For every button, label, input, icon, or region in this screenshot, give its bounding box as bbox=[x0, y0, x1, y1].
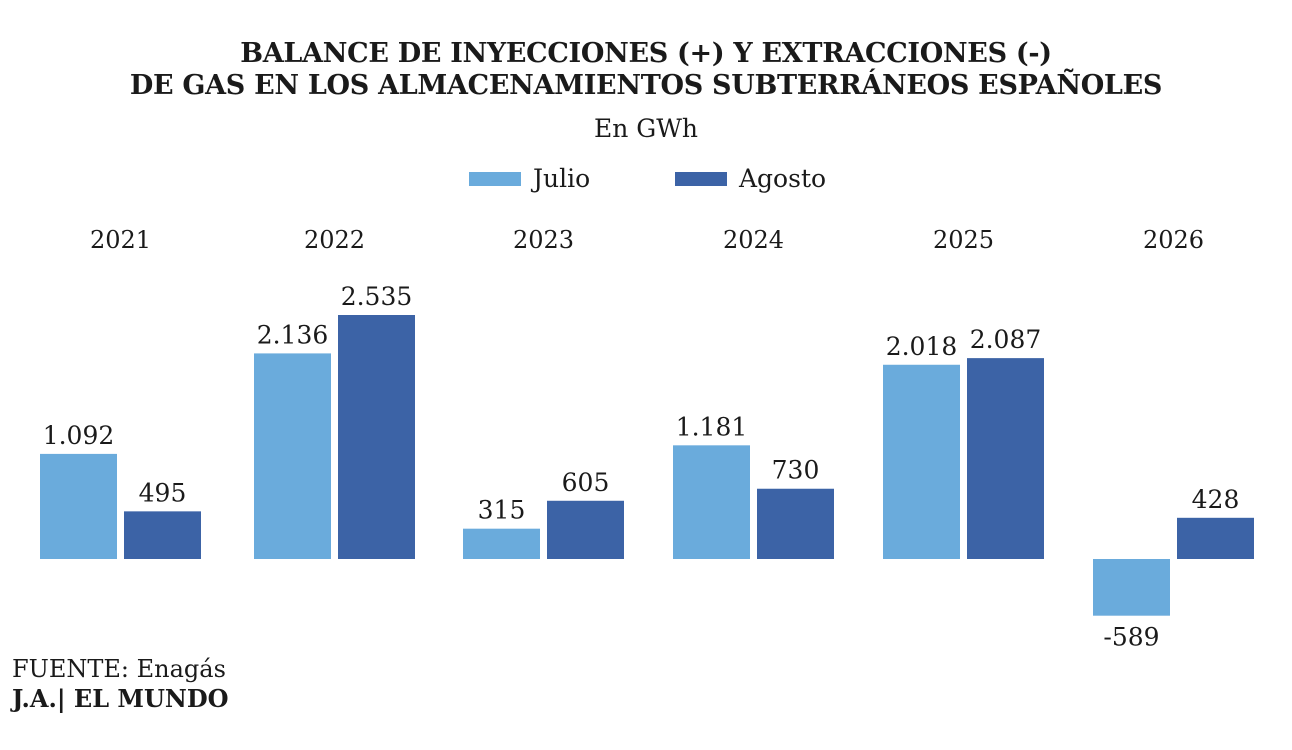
data-label-agosto-2025: 2.087 bbox=[970, 325, 1042, 354]
chart-subtitle: En GWh bbox=[593, 114, 699, 143]
category-label-2025: 2025 bbox=[933, 226, 994, 254]
chart-title-line1: BALANCE DE INYECCIONES (+) Y EXTRACCIONE… bbox=[240, 38, 1052, 69]
bar-agosto-2024 bbox=[757, 488, 834, 559]
data-label-agosto-2024: 730 bbox=[772, 456, 820, 485]
category-label-2021: 2021 bbox=[90, 226, 151, 254]
legend-swatch-julio bbox=[469, 171, 521, 186]
bar-agosto-2025 bbox=[967, 358, 1044, 559]
category-label-2026: 2026 bbox=[1143, 226, 1204, 254]
data-label-julio-2023: 315 bbox=[478, 496, 526, 525]
credit-note: J.A.| EL MUNDO bbox=[12, 684, 229, 713]
bar-julio-2024 bbox=[673, 445, 750, 559]
data-label-agosto-2026: 428 bbox=[1192, 485, 1240, 514]
bar-agosto-2026 bbox=[1177, 517, 1254, 559]
bar-julio-2022 bbox=[254, 353, 331, 559]
legend-swatch-agosto bbox=[675, 171, 727, 186]
legend-item-agosto: Agosto bbox=[675, 164, 826, 193]
bar-julio-2023 bbox=[463, 528, 540, 559]
legend-label-agosto: Agosto bbox=[739, 164, 827, 193]
bar-agosto-2023 bbox=[547, 500, 624, 559]
legend-item-julio: Julio bbox=[469, 164, 590, 193]
bar-julio-2025 bbox=[883, 364, 960, 559]
data-label-julio-2025: 2.018 bbox=[886, 332, 958, 361]
data-label-agosto-2023: 605 bbox=[562, 468, 610, 497]
data-label-agosto-2022: 2.535 bbox=[341, 282, 413, 311]
data-label-agosto-2021: 495 bbox=[139, 478, 187, 507]
bar-agosto-2021 bbox=[124, 511, 201, 559]
bar-agosto-2022 bbox=[338, 315, 415, 559]
source-note: FUENTE: Enagás bbox=[12, 655, 226, 683]
bar-julio-2026 bbox=[1093, 559, 1170, 616]
chart-legend: Julio Agosto bbox=[0, 164, 1292, 198]
category-label-2023: 2023 bbox=[513, 226, 574, 254]
data-label-julio-2024: 1.181 bbox=[676, 412, 748, 441]
legend-label-julio: Julio bbox=[533, 164, 591, 193]
category-label-2024: 2024 bbox=[723, 226, 784, 254]
chart-title-line2: DE GAS EN LOS ALMACENAMIENTOS SUBTERRÁNE… bbox=[129, 70, 1163, 101]
bar-julio-2021 bbox=[40, 453, 117, 559]
category-label-2022: 2022 bbox=[304, 226, 365, 254]
data-label-julio-2022: 2.136 bbox=[257, 320, 329, 349]
data-label-julio-2026: -589 bbox=[1103, 623, 1159, 652]
data-label-julio-2021: 1.092 bbox=[43, 421, 115, 450]
